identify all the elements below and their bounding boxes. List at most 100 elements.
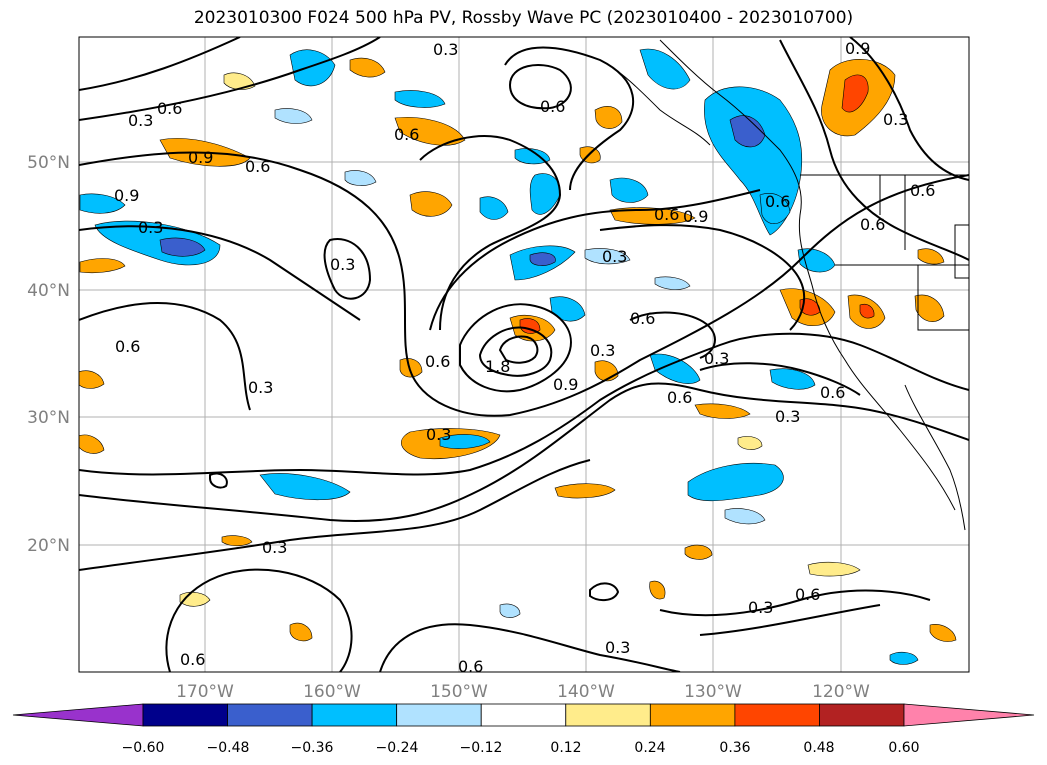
contour-label: 0.6 [115,337,140,356]
colorbar-segment [142,703,228,727]
lat-label: 50°N [27,153,70,173]
pv-contour [379,623,681,672]
colorbar [12,703,1035,727]
pv-contour [478,326,553,377]
anomaly-patch [289,622,313,642]
contour-label: 0.9 [683,207,708,226]
pv-contour [504,46,634,191]
anomaly-patch [929,624,957,642]
anomaly-patch [654,276,691,290]
contour-label: 0.3 [602,247,627,266]
coastlines [599,39,969,531]
contour-label: 0.6 [157,99,182,118]
contour-label: 0.3 [248,378,273,397]
anomaly-patch [223,72,256,90]
contour-label: 0.3 [775,407,800,426]
anomaly-patch [409,191,453,217]
colorbar-tick-label: 0.36 [719,740,750,756]
latitude-labels: 50°N 40°N 30°N 20°N [27,153,70,556]
anomaly-patch [529,252,556,266]
contour-label: 0.3 [590,341,615,360]
pv-contours [79,37,969,672]
pv-contour [79,37,381,121]
anomaly-patch [79,370,105,389]
colorbar-tick-label: −0.60 [122,740,165,756]
pv-contour [79,459,591,571]
colorbar-tick-label: −0.48 [207,740,250,756]
colorbar-segment [734,703,820,727]
contour-label: 0.3 [138,218,163,237]
anomaly-patch [609,177,649,203]
colorbar-segment [396,703,482,727]
anomaly-patch [499,603,521,618]
pv-contour [419,135,562,331]
anomaly-patch [694,403,751,419]
contour-label: 1.8 [485,357,510,376]
lon-label: 170°W [176,682,234,702]
longitude-labels: 170°W 160°W 150°W 140°W 130°W 120°W [176,682,870,702]
contour-label: 0.3 [330,255,355,274]
colorbar-tick-label: 0.12 [550,740,581,756]
anomaly-patch [889,651,919,665]
colorbar-segment [565,703,651,727]
anomaly-patch [79,258,126,274]
colorbar-segment [227,703,313,727]
contour-label-group: 0.9 0.3 0.6 0.6 0.3 0.6 0.9 0.6 0.9 0.3 … [114,39,935,676]
pv-contour [209,472,228,489]
pv-contour [429,189,761,331]
contour-label: 0.6 [765,192,790,211]
shaded-anomalies [79,48,957,665]
anomaly-patch [259,473,351,501]
anomaly-patch [687,463,784,502]
anomaly-patch [349,57,386,78]
anomaly-patch [917,248,945,265]
anomaly-patch [859,303,875,319]
lat-label: 30°N [27,408,70,428]
anomaly-patch [274,108,313,124]
anomaly-patch [684,544,713,560]
contour-label: 0.3 [883,110,908,129]
contour-label: 0.3 [426,425,451,444]
contour-label: 0.6 [394,125,419,144]
anomaly-patch [221,535,253,547]
anomaly-patch [914,294,945,322]
anomaly-patch [594,106,623,129]
contour-label: 0.3 [704,349,729,368]
anomaly-patch [79,193,126,214]
anomaly-patch [529,173,561,215]
anomaly-patch [439,434,491,449]
contour-label: 0.9 [845,39,870,58]
pv-contour [459,303,572,393]
anomaly-patch [769,368,816,390]
anomaly-patch [841,74,869,113]
anomaly-patch [584,248,631,265]
anomaly-patch [479,196,509,220]
anomaly-patch [649,353,701,384]
contour-label: 0.6 [180,650,205,669]
anomaly-patch [649,580,666,600]
pv-contour [699,362,861,396]
anomaly-patch [807,561,861,577]
colorbar-arrow-high [903,703,1035,727]
lon-label: 160°W [303,682,361,702]
lat-label: 20°N [27,536,70,556]
anomaly-patch [394,90,446,108]
pv-contour [79,225,361,321]
colorbar-segment [311,703,398,727]
pv-contour [79,332,969,476]
pv-contour [699,604,881,636]
anomaly-patch [759,192,791,224]
anomaly-patch [554,483,616,499]
colorbar-ticks: −0.60 −0.48 −0.36 −0.24 −0.12 0.12 0.24 … [122,740,920,756]
contour-label: 0.3 [433,40,458,59]
anomaly-patch [519,318,541,334]
colorbar-tick-label: 0.24 [634,740,665,756]
anomaly-patch [737,436,763,450]
pv-contour [323,238,372,300]
anomaly-patch [399,358,423,378]
colorbar-tick-label: 0.48 [803,740,834,756]
contour-label: 0.9 [553,375,578,394]
colorbar-tick-label: −0.36 [291,740,334,756]
pv-contour [79,302,251,411]
